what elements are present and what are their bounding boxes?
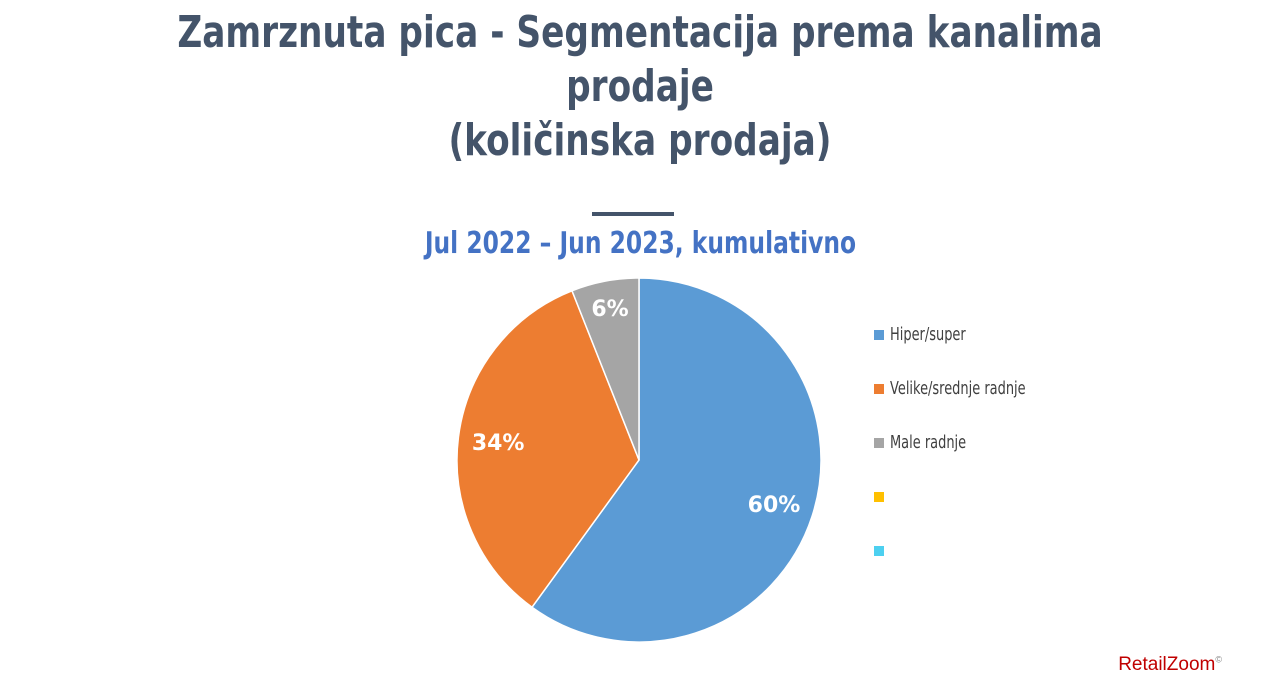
pie-slice-velike-srednje-radnje (456, 289, 640, 609)
legend-swatch (874, 546, 884, 556)
legend-swatch (874, 384, 884, 394)
logo-text: RetailZoom (1118, 654, 1216, 675)
retailzoom-logo: RetailZoom© (1118, 654, 1222, 676)
title-line-1: Zamrznuta pica - Segmentacija prema kana… (177, 7, 1103, 112)
legend-swatch (874, 492, 884, 502)
data-label-hiper-super: 60% (748, 493, 801, 518)
legend-label: Male radnje (890, 432, 967, 453)
title-accent-bar (592, 212, 674, 216)
legend-label: Hiper/super (890, 324, 966, 345)
data-label-velike-srednje-radnje: 34% (472, 431, 525, 456)
pie-slice-hiper-super (530, 277, 822, 643)
pie-slice-male-radnje (571, 277, 640, 461)
chart-title-text: Jul 2022 – Jun 2023, kumulativno (424, 226, 856, 261)
legend-swatch (874, 330, 884, 340)
chart-title: Jul 2022 – Jun 2023, kumulativno (0, 224, 1280, 264)
legend-swatch (874, 438, 884, 448)
logo-mark: © (1215, 654, 1222, 665)
data-label-male-radnje: 6% (591, 297, 628, 322)
page-title: Zamrznuta pica - Segmentacija prema kana… (0, 6, 1280, 168)
title-line-2: (količinska prodaja) (448, 115, 832, 166)
legend-label: Velike/srednje radnje (890, 378, 1026, 399)
